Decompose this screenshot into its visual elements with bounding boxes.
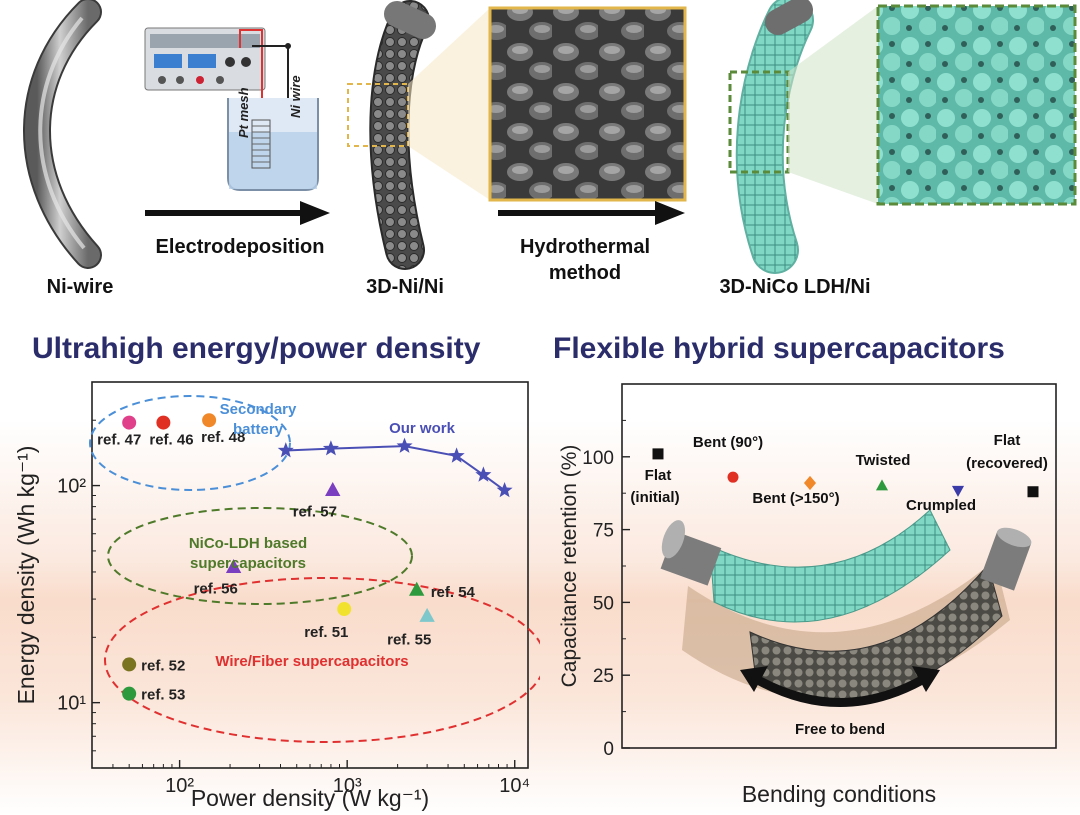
zoom-box-2 xyxy=(728,70,790,174)
annotation-label: supercapacitors xyxy=(190,555,306,572)
annotation-label: NiCo-LDH based xyxy=(189,535,307,552)
annotation-label: Secondary xyxy=(220,401,297,418)
wire-fiber-region xyxy=(104,577,540,743)
zoom-cone-2 xyxy=(788,6,878,204)
reference-point xyxy=(202,413,217,428)
reference-point xyxy=(156,415,171,430)
sem-image-ldh xyxy=(876,4,1077,206)
reference-label: ref. 52 xyxy=(141,657,185,674)
retention-point xyxy=(803,475,817,491)
annotation-label: Our work xyxy=(389,420,456,437)
our-work-point xyxy=(475,466,492,482)
ldh-electrode xyxy=(709,509,951,623)
x-axis-label: Power density (W kg⁻¹) xyxy=(191,785,429,811)
reference-label: ref. 51 xyxy=(304,624,348,641)
our-work-point xyxy=(396,437,413,453)
y-axis-label: Energy density (Wh kg⁻¹) xyxy=(13,446,39,705)
condition-label: Flat xyxy=(994,432,1021,449)
zoom-cone-1 xyxy=(408,8,490,200)
y-tick-label: 100 xyxy=(582,448,614,469)
ni-wire-illustration xyxy=(23,0,102,269)
nico-ldh-region xyxy=(107,507,413,605)
reference-point xyxy=(419,607,435,622)
reference-label: ref. 56 xyxy=(194,580,238,597)
x-tick-label: 10³ xyxy=(333,775,362,797)
electrodeposition-setup xyxy=(144,27,319,191)
secondary-battery-region xyxy=(89,395,291,491)
3d-ni-wire-illustration xyxy=(369,0,436,270)
x-axis-label: Bending conditions xyxy=(742,781,936,807)
retention-point xyxy=(875,479,889,491)
condition-label: Flat xyxy=(645,467,672,484)
y-tick-label: 0 xyxy=(603,739,614,760)
annotation-label: battery xyxy=(233,421,284,438)
retention-point xyxy=(652,448,664,460)
3d-ni-label: 3D-Ni/Ni xyxy=(366,276,444,298)
reference-label: ref. 57 xyxy=(293,503,337,520)
y-tick-label: 75 xyxy=(593,521,614,542)
hydrothermal-label-line2: method xyxy=(548,262,622,284)
bend-arrow-curve xyxy=(755,676,925,707)
reference-point xyxy=(122,657,137,672)
retention-point xyxy=(1027,486,1039,498)
ni-wire-electrode-label: Ni wire xyxy=(288,75,303,118)
condition-label: (initial) xyxy=(630,489,679,506)
reference-point xyxy=(325,482,341,497)
reference-point xyxy=(122,686,137,701)
ni-wire-label: Ni-wire xyxy=(46,276,114,298)
x-tick-label: 10² xyxy=(165,775,194,797)
sem-image-ni xyxy=(488,6,687,202)
hydrothermal-label-line1: Hydrothermal xyxy=(519,236,651,258)
reference-label: ref. 55 xyxy=(387,631,431,648)
retention-point xyxy=(951,485,965,497)
y-tick-label: 10² xyxy=(57,476,86,498)
reference-point xyxy=(122,415,137,430)
retention-plot: Free to bend 0 25 50 75 100 Bending conditions… xyxy=(558,383,1057,807)
right-panel-title: Flexible hybrid supercapacitors xyxy=(553,332,1005,365)
x-tick-label: 10⁴ xyxy=(499,775,530,797)
retention-point xyxy=(727,471,739,483)
reference-point xyxy=(409,581,425,596)
reference-label: ref. 47 xyxy=(97,432,141,449)
bend-arrow-right-head xyxy=(912,666,940,692)
y-axis-label: Capacitance retention (%) xyxy=(558,445,581,688)
our-work-point xyxy=(322,440,339,456)
pt-mesh-label: Pt mesh xyxy=(236,87,251,138)
left-panel-title: Ultrahigh energy/power density xyxy=(32,332,481,365)
electrodeposition-label: Electrodeposition xyxy=(155,236,325,258)
reference-label: ref. 53 xyxy=(141,687,185,704)
our-work-line xyxy=(285,445,506,492)
reference-label: ref. 46 xyxy=(149,432,193,449)
free-to-bend-label: Free to bend xyxy=(795,721,885,738)
condition-label: Twisted xyxy=(856,452,911,469)
process-arrow-2 xyxy=(498,201,685,225)
ldh-wire-cap xyxy=(661,520,686,559)
condition-label: (recovered) xyxy=(966,455,1048,472)
ldh-wire-illustration xyxy=(735,0,814,274)
synthesis-schematic: Pt mesh Ni wire xyxy=(23,0,1077,274)
condition-label: Crumpled xyxy=(906,497,976,514)
reference-point xyxy=(337,602,352,617)
ni-wire-cap xyxy=(997,527,1032,548)
reference-point xyxy=(225,558,242,573)
process-arrow-1 xyxy=(145,201,330,225)
condition-label: Bent (>150°) xyxy=(752,490,839,507)
y-tick-label: 25 xyxy=(593,666,614,687)
our-work-point xyxy=(277,442,294,458)
our-work-point xyxy=(448,447,465,463)
bend-arrow-left-head xyxy=(740,666,768,692)
y-tick-label: 10¹ xyxy=(57,693,86,715)
ldh-label: 3D-NiCo LDH/Ni xyxy=(719,276,871,298)
reference-label: ref. 48 xyxy=(201,429,245,446)
annotation-label: Wire/Fiber supercapacitors xyxy=(215,653,408,670)
condition-label: Bent (90°) xyxy=(693,434,763,451)
our-work-point xyxy=(496,482,513,498)
reference-label: ref. 54 xyxy=(431,584,476,601)
y-tick-label: 50 xyxy=(593,593,614,614)
